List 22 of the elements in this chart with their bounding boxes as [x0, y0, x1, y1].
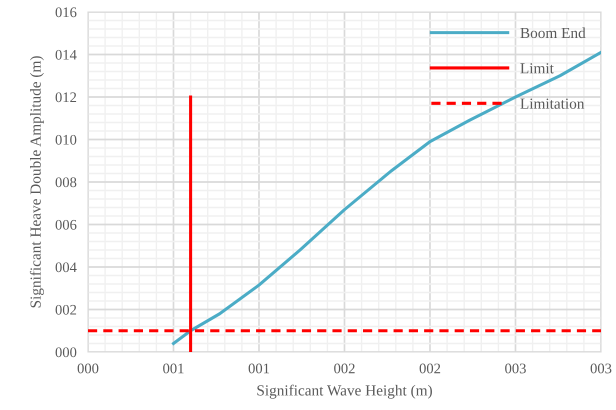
x-tick-label: 003: [505, 364, 526, 374]
y-tick-label: 010: [56, 134, 76, 145]
y-axis-title: Significant Heave Double Amplitude (m): [30, 56, 44, 308]
x-tick-label: 001: [248, 364, 270, 374]
y-tick-label: 004: [56, 262, 77, 272]
y-tick-label: 000: [56, 347, 76, 358]
y-tick-label: 014: [56, 50, 77, 60]
y-tick-label: 012: [56, 92, 76, 102]
legend-label: Boom End: [520, 27, 586, 38]
x-tick-label: 001: [163, 364, 184, 374]
line-series: [172, 50, 601, 346]
y-tick-label: 016: [56, 7, 76, 18]
y-tick-label: 002: [56, 304, 76, 315]
y-tick-label: 006: [56, 220, 76, 230]
x-tick-label: 002: [334, 364, 355, 374]
y-tick-label: 008: [56, 177, 76, 188]
x-tick-label: 000: [78, 364, 98, 374]
x-tick-label: 003: [590, 364, 612, 374]
x-axis-title: Significant Wave Height (m): [257, 384, 432, 399]
legend-label: Limitation: [520, 98, 584, 109]
legend-label: Limit: [520, 63, 554, 74]
x-tick-label: 002: [420, 364, 440, 374]
